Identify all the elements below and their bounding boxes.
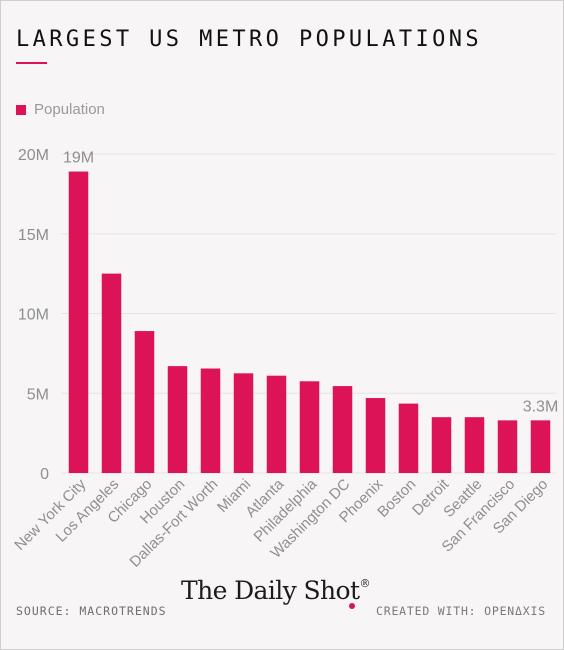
bar — [134, 331, 155, 473]
y-tick-label: 20M — [18, 147, 49, 164]
bars — [68, 171, 551, 474]
bar — [266, 375, 287, 473]
y-tick-label: 5M — [27, 386, 49, 403]
legend: Population — [16, 101, 105, 118]
created-with-note: CREATED WITH: OPENΔXIS — [376, 604, 546, 618]
y-axis-ticks: 0 5M 10M 15M 20M — [18, 147, 49, 483]
bar — [233, 373, 254, 473]
bar — [365, 398, 386, 473]
legend-swatch — [16, 104, 26, 115]
y-tick-label: 0 — [40, 466, 49, 483]
bar — [200, 368, 221, 473]
chart-title: LARGEST US METRO POPULATIONS — [16, 27, 483, 52]
bar — [167, 366, 188, 473]
bar — [101, 273, 122, 473]
y-tick-label: 10M — [18, 307, 49, 324]
bar — [497, 420, 518, 473]
legend-label: Population — [34, 101, 105, 118]
y-tick-label: 15M — [18, 227, 49, 244]
brand-registered-mark: ® — [359, 577, 370, 590]
bar — [464, 417, 485, 473]
bar — [431, 417, 452, 473]
data-label: 19M — [63, 150, 94, 167]
data-labels: 19M 3.3M — [63, 150, 558, 416]
brand-dot — [349, 603, 355, 609]
title-underline — [16, 62, 47, 64]
bar — [299, 381, 320, 473]
brand-name: The Daily Shot — [181, 576, 360, 605]
bar — [530, 420, 551, 473]
bar — [398, 403, 419, 473]
brand-logo: The Daily Shot® — [181, 576, 370, 609]
bar — [68, 171, 89, 474]
source-note: SOURCE: MACROTRENDS — [16, 604, 167, 618]
data-label: 3.3M — [523, 398, 559, 415]
bar — [332, 386, 353, 473]
